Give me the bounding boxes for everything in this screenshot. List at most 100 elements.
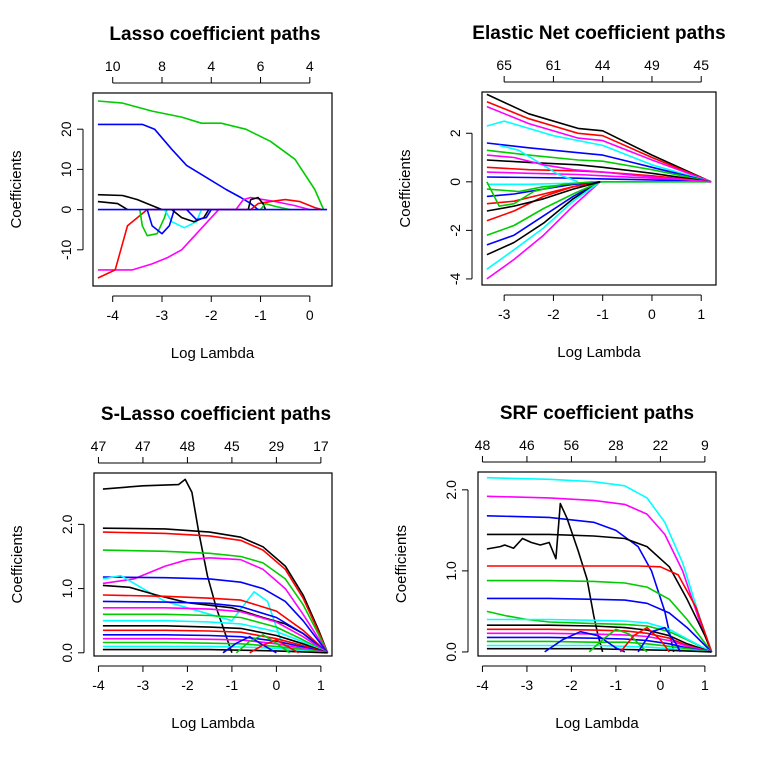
top-axis: 65 61 44 49 45 — [496, 57, 709, 83]
y-tick-label: 2.0 — [443, 480, 459, 500]
series-line-13 — [486, 632, 712, 653]
series-line-17 — [486, 181, 601, 270]
series-line-6 — [486, 149, 712, 183]
series-line-11 — [102, 607, 329, 654]
series-line-9 — [486, 171, 712, 183]
x-axis-label: Log Lambda — [557, 344, 641, 361]
series-line-3 — [102, 531, 329, 654]
series-line-8 — [486, 597, 713, 653]
top-axis: 47 47 48 45 29 17 — [91, 438, 329, 464]
plot-frame — [477, 471, 717, 657]
series-line-15 — [486, 181, 601, 256]
series-line-16 — [102, 634, 328, 654]
series-line-10 — [102, 600, 329, 654]
x-axis-label: Log Lambda — [171, 715, 255, 732]
series-line-4 — [97, 198, 323, 279]
top-tick-label: 61 — [546, 57, 562, 73]
x-tick-label: -3 — [498, 306, 511, 322]
x-tick-label: -1 — [226, 677, 239, 693]
plot-frame — [92, 92, 333, 287]
series-line-7 — [97, 193, 163, 211]
y-axis-label: Coefficients — [8, 150, 25, 228]
series-line-3 — [486, 105, 712, 183]
y-axis: 0.0 1.0 2.0 — [59, 514, 85, 663]
series-line-7 — [486, 159, 712, 183]
x-tick-label: -1 — [610, 677, 623, 693]
series-line-22 — [235, 634, 291, 654]
series-group — [486, 476, 713, 653]
top-tick-label: 9 — [701, 437, 709, 453]
series-line-6 — [102, 576, 329, 654]
series-line-20 — [619, 626, 670, 653]
s-lasso-panel: S-Lasso coefficient paths-4 -3 -2 -1 0 147 47 4… — [9, 404, 333, 732]
y-axis-label: Coefficients — [9, 525, 26, 603]
series-line-18 — [486, 181, 601, 236]
series-line-1 — [486, 476, 713, 653]
top-axis: 10 8 4 6 4 — [105, 58, 314, 84]
series-group — [97, 100, 328, 279]
series-line-6 — [163, 209, 203, 229]
series-line-20 — [102, 648, 328, 654]
series-line-9 — [146, 209, 176, 235]
series-line-9 — [102, 594, 329, 654]
top-tick-label: 4 — [207, 58, 215, 74]
elastic-net-panel: Elastic Net coefficient paths-3 -2 -1 0 165 6… — [397, 23, 726, 361]
series-line-24 — [486, 154, 712, 183]
x-tick-label: -1 — [254, 307, 267, 323]
series-line-2 — [102, 527, 329, 654]
chart-title: SRF coefficient paths — [500, 403, 694, 424]
series-group — [102, 478, 329, 654]
x-axis-label: Log Lambda — [555, 715, 639, 732]
series-line-4 — [486, 120, 712, 183]
top-tick-label: 48 — [475, 437, 491, 453]
top-tick-label: 48 — [180, 438, 196, 454]
y-tick-label: -4 — [447, 272, 463, 285]
top-tick-label: 6 — [257, 58, 265, 74]
series-line-23 — [249, 639, 299, 654]
x-axis: -3 -2 -1 0 1 — [498, 294, 705, 322]
x-tick-label: -3 — [156, 307, 169, 323]
series-line-4 — [486, 533, 713, 653]
x-tick-label: 0 — [656, 677, 664, 693]
series-line-11 — [486, 624, 712, 653]
y-tick-label: 0.0 — [59, 643, 75, 663]
series-line-15 — [486, 640, 712, 653]
series-line-17 — [486, 647, 712, 653]
lasso-panel: Lasso coefficient paths-4 -3 -2 -1 010 8 4 6 4-1… — [8, 24, 333, 362]
x-tick-label: 0 — [272, 677, 280, 693]
series-line-2 — [486, 100, 712, 183]
x-tick-label: 1 — [317, 677, 325, 693]
series-line-5 — [102, 557, 329, 654]
top-tick-label: 47 — [135, 438, 151, 454]
series-line-13 — [486, 181, 601, 222]
series-line-12 — [102, 613, 328, 654]
x-tick-label: -3 — [137, 677, 150, 693]
y-tick-label: 10 — [58, 161, 74, 177]
y-tick-label: 1.0 — [443, 561, 459, 581]
x-tick-label: 0 — [648, 306, 656, 322]
x-tick-label: 0 — [306, 307, 314, 323]
series-line-15 — [102, 629, 328, 654]
x-tick-label: -4 — [106, 307, 119, 323]
top-tick-label: 56 — [564, 437, 580, 453]
series-line-16 — [486, 181, 601, 280]
top-tick-label: 17 — [313, 438, 329, 454]
srf-panel: SRF coefficient paths -4 -3 -2 -1 0 1 48 46 56 28 2… — [393, 403, 717, 732]
y-tick-label: 20 — [58, 121, 74, 137]
series-line-13 — [259, 202, 291, 211]
series-line-10 — [486, 176, 712, 183]
series-line-1 — [102, 478, 233, 654]
top-tick-label: 8 — [158, 58, 166, 74]
x-tick-label: -4 — [476, 677, 489, 693]
top-tick-label: 28 — [608, 437, 624, 453]
y-tick-label: -10 — [58, 239, 74, 259]
top-tick-label: 22 — [653, 437, 669, 453]
x-axis: -4 -3 -2 -1 0 — [106, 295, 314, 323]
x-axis: -4 -3 -2 -1 0 1 — [92, 665, 325, 693]
series-line-19 — [102, 645, 328, 654]
series-line-1 — [97, 100, 325, 210]
x-tick-label: -4 — [92, 677, 105, 693]
y-axis: -4 -2 0 2 — [447, 129, 473, 285]
x-tick-label: 1 — [701, 677, 709, 693]
